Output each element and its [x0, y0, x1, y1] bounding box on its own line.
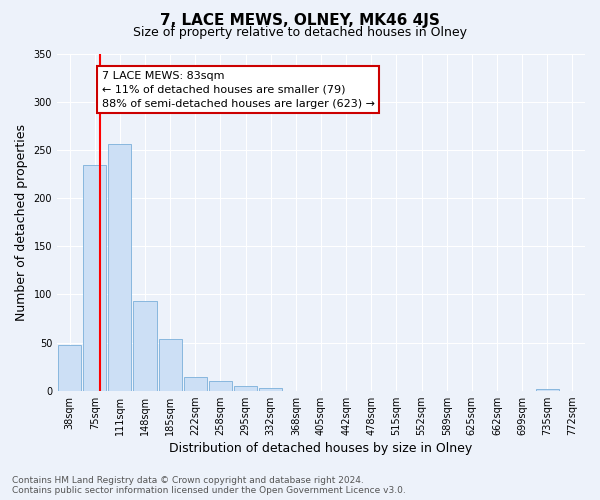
Bar	[536, 389, 559, 390]
Bar	[259, 388, 283, 390]
Bar	[158, 338, 182, 390]
Text: Size of property relative to detached houses in Olney: Size of property relative to detached ho…	[133, 26, 467, 39]
Bar	[58, 344, 81, 391]
Bar	[184, 377, 207, 390]
X-axis label: Distribution of detached houses by size in Olney: Distribution of detached houses by size …	[169, 442, 473, 455]
Text: 7 LACE MEWS: 83sqm
← 11% of detached houses are smaller (79)
88% of semi-detache: 7 LACE MEWS: 83sqm ← 11% of detached hou…	[102, 71, 375, 109]
Text: 7, LACE MEWS, OLNEY, MK46 4JS: 7, LACE MEWS, OLNEY, MK46 4JS	[160, 12, 440, 28]
Bar	[83, 164, 106, 390]
Text: Contains HM Land Registry data © Crown copyright and database right 2024.
Contai: Contains HM Land Registry data © Crown c…	[12, 476, 406, 495]
Bar	[133, 301, 157, 390]
Bar	[234, 386, 257, 390]
Y-axis label: Number of detached properties: Number of detached properties	[15, 124, 28, 321]
Bar	[209, 381, 232, 390]
Bar	[109, 144, 131, 390]
